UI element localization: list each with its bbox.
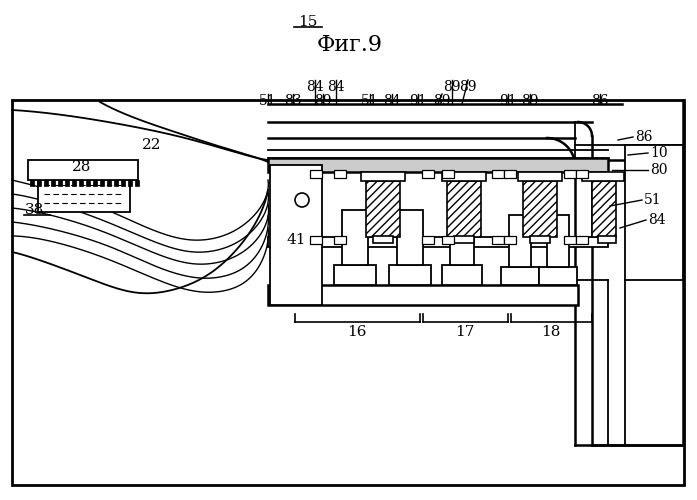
Text: 18: 18: [542, 325, 560, 339]
Bar: [268, 285, 578, 305]
Bar: [530, 236, 550, 243]
Polygon shape: [114, 180, 118, 186]
Polygon shape: [121, 180, 125, 186]
Polygon shape: [128, 180, 132, 186]
Polygon shape: [107, 180, 111, 186]
Bar: [442, 236, 454, 244]
Text: 28: 28: [72, 160, 92, 174]
Text: 17: 17: [455, 325, 475, 339]
Text: 51: 51: [259, 94, 277, 108]
Bar: [361, 172, 405, 181]
Bar: [592, 181, 616, 237]
Polygon shape: [135, 180, 139, 186]
Circle shape: [295, 193, 309, 207]
Bar: [12, 100, 684, 485]
Bar: [334, 170, 346, 178]
Bar: [504, 236, 516, 244]
Bar: [509, 215, 531, 267]
Polygon shape: [100, 180, 104, 186]
Bar: [28, 160, 138, 180]
Bar: [454, 236, 474, 243]
Text: 86: 86: [591, 94, 608, 108]
Bar: [576, 236, 588, 244]
Bar: [310, 170, 322, 178]
Text: 38: 38: [25, 203, 45, 217]
Bar: [492, 170, 504, 178]
Polygon shape: [79, 180, 83, 186]
Text: 16: 16: [347, 325, 367, 339]
Text: 15: 15: [298, 15, 318, 29]
Bar: [598, 236, 616, 243]
Bar: [501, 267, 539, 285]
Bar: [268, 158, 608, 172]
Text: 10: 10: [650, 146, 668, 160]
Bar: [342, 210, 368, 265]
Polygon shape: [30, 180, 34, 186]
Bar: [564, 170, 576, 178]
Bar: [442, 170, 454, 178]
Bar: [523, 181, 557, 237]
Text: 80: 80: [650, 163, 668, 177]
Text: 89: 89: [434, 94, 451, 108]
Bar: [582, 172, 624, 181]
Polygon shape: [86, 180, 90, 186]
Bar: [547, 215, 569, 267]
Bar: [442, 265, 482, 285]
Text: 84: 84: [327, 80, 345, 94]
Text: Фиг.9: Фиг.9: [317, 34, 383, 56]
Bar: [576, 170, 588, 178]
Bar: [397, 210, 423, 265]
Bar: [450, 210, 474, 265]
Polygon shape: [65, 180, 69, 186]
Bar: [447, 181, 481, 237]
Text: 86: 86: [635, 130, 652, 144]
Text: 51: 51: [644, 193, 661, 207]
Text: 51: 51: [361, 94, 378, 108]
Polygon shape: [93, 180, 97, 186]
Bar: [310, 236, 322, 244]
Text: 41: 41: [286, 233, 306, 247]
Text: 84: 84: [306, 80, 324, 94]
Polygon shape: [51, 180, 55, 186]
Text: 22: 22: [142, 138, 162, 152]
Bar: [389, 265, 431, 285]
Bar: [334, 236, 346, 244]
Text: 89: 89: [443, 80, 461, 94]
Text: 84: 84: [383, 94, 401, 108]
Text: 84: 84: [648, 213, 666, 227]
Bar: [539, 267, 577, 285]
Bar: [492, 236, 504, 244]
Bar: [422, 170, 434, 178]
Bar: [366, 181, 400, 237]
Bar: [442, 172, 486, 181]
Polygon shape: [58, 180, 62, 186]
Bar: [38, 162, 130, 212]
Bar: [625, 145, 683, 280]
Bar: [518, 172, 562, 181]
Bar: [504, 170, 516, 178]
Text: 83: 83: [284, 94, 302, 108]
Text: 89: 89: [459, 80, 477, 94]
Bar: [270, 165, 322, 305]
Text: 91: 91: [409, 94, 427, 108]
Text: 89: 89: [521, 94, 539, 108]
Text: 89: 89: [314, 94, 332, 108]
Bar: [373, 236, 393, 243]
Bar: [334, 265, 376, 285]
Polygon shape: [44, 180, 48, 186]
Polygon shape: [72, 180, 76, 186]
Bar: [564, 236, 576, 244]
Bar: [268, 237, 608, 247]
Text: 91: 91: [499, 94, 516, 108]
Polygon shape: [37, 180, 41, 186]
Bar: [422, 236, 434, 244]
